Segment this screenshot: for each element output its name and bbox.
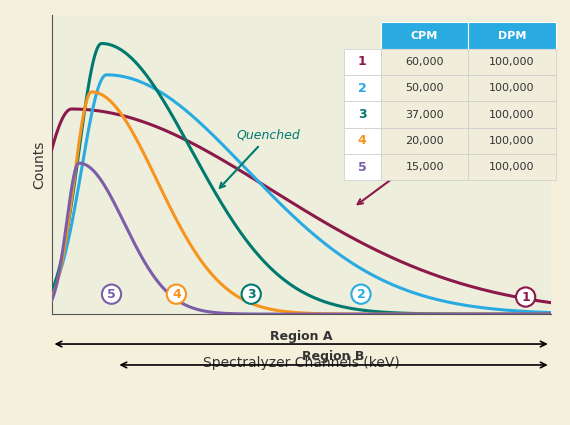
Text: 100,000: 100,000	[489, 83, 535, 93]
FancyBboxPatch shape	[381, 128, 469, 154]
Text: 50,000: 50,000	[405, 83, 444, 93]
Text: 37,000: 37,000	[405, 110, 444, 119]
Text: 1: 1	[521, 291, 530, 303]
Text: CPM: CPM	[411, 31, 438, 41]
Text: Region B: Region B	[302, 351, 365, 363]
FancyBboxPatch shape	[381, 154, 469, 180]
Text: Region A: Region A	[270, 329, 332, 343]
FancyBboxPatch shape	[381, 102, 469, 128]
Text: 5: 5	[107, 288, 116, 300]
Y-axis label: Counts: Counts	[32, 140, 46, 189]
Text: 100,000: 100,000	[489, 162, 535, 172]
FancyBboxPatch shape	[469, 102, 556, 128]
Text: 1: 1	[358, 55, 367, 68]
FancyBboxPatch shape	[344, 49, 381, 75]
Text: 4: 4	[172, 288, 181, 300]
FancyBboxPatch shape	[381, 23, 469, 49]
Text: 100,000: 100,000	[489, 110, 535, 119]
Text: DPM: DPM	[498, 31, 526, 41]
FancyBboxPatch shape	[344, 102, 381, 128]
Text: 60,000: 60,000	[405, 57, 444, 67]
Text: 4: 4	[358, 134, 367, 147]
Text: 15,000: 15,000	[405, 162, 444, 172]
Text: 2: 2	[357, 288, 365, 300]
Text: Unquenched: Unquenched	[357, 160, 448, 204]
Text: 5: 5	[358, 161, 367, 174]
FancyBboxPatch shape	[344, 128, 381, 154]
FancyBboxPatch shape	[469, 49, 556, 75]
Text: 2: 2	[358, 82, 367, 95]
FancyBboxPatch shape	[344, 154, 381, 180]
Text: 100,000: 100,000	[489, 57, 535, 67]
X-axis label: Spectralyzer Channels (keV): Spectralyzer Channels (keV)	[203, 356, 400, 370]
Text: 100,000: 100,000	[489, 136, 535, 146]
Text: 3: 3	[358, 108, 367, 121]
FancyBboxPatch shape	[469, 23, 556, 49]
FancyBboxPatch shape	[344, 75, 381, 102]
FancyBboxPatch shape	[469, 128, 556, 154]
FancyBboxPatch shape	[381, 75, 469, 102]
FancyBboxPatch shape	[381, 49, 469, 75]
Text: Quenched: Quenched	[220, 129, 300, 188]
FancyBboxPatch shape	[469, 75, 556, 102]
Text: 3: 3	[247, 288, 255, 300]
FancyBboxPatch shape	[469, 154, 556, 180]
Text: 20,000: 20,000	[405, 136, 444, 146]
